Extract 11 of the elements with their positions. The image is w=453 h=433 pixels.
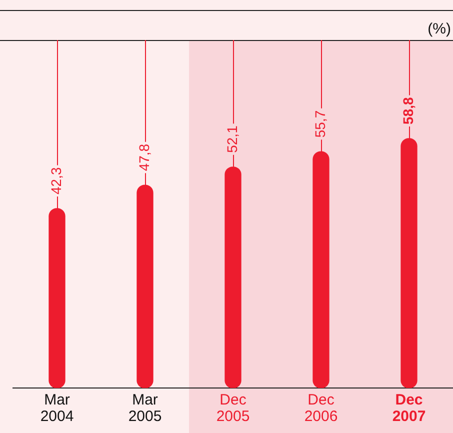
data-label: 42,3 — [48, 167, 64, 194]
x-tick-label: Mar 2005 — [128, 391, 162, 425]
x-tick-label: Dec 2006 — [304, 391, 338, 425]
data-label: 52,1 — [224, 125, 240, 153]
data-label: 58,8 — [400, 96, 416, 124]
x-tick-label: Dec 2005 — [216, 391, 250, 425]
x-tick-label: Dec 2007 — [392, 391, 426, 425]
x-tick-label: Mar 2004 — [40, 391, 74, 425]
data-label: 55,7 — [312, 110, 328, 138]
y-axis-title: (%) — [428, 20, 452, 38]
data-label: 47,8 — [136, 144, 152, 172]
